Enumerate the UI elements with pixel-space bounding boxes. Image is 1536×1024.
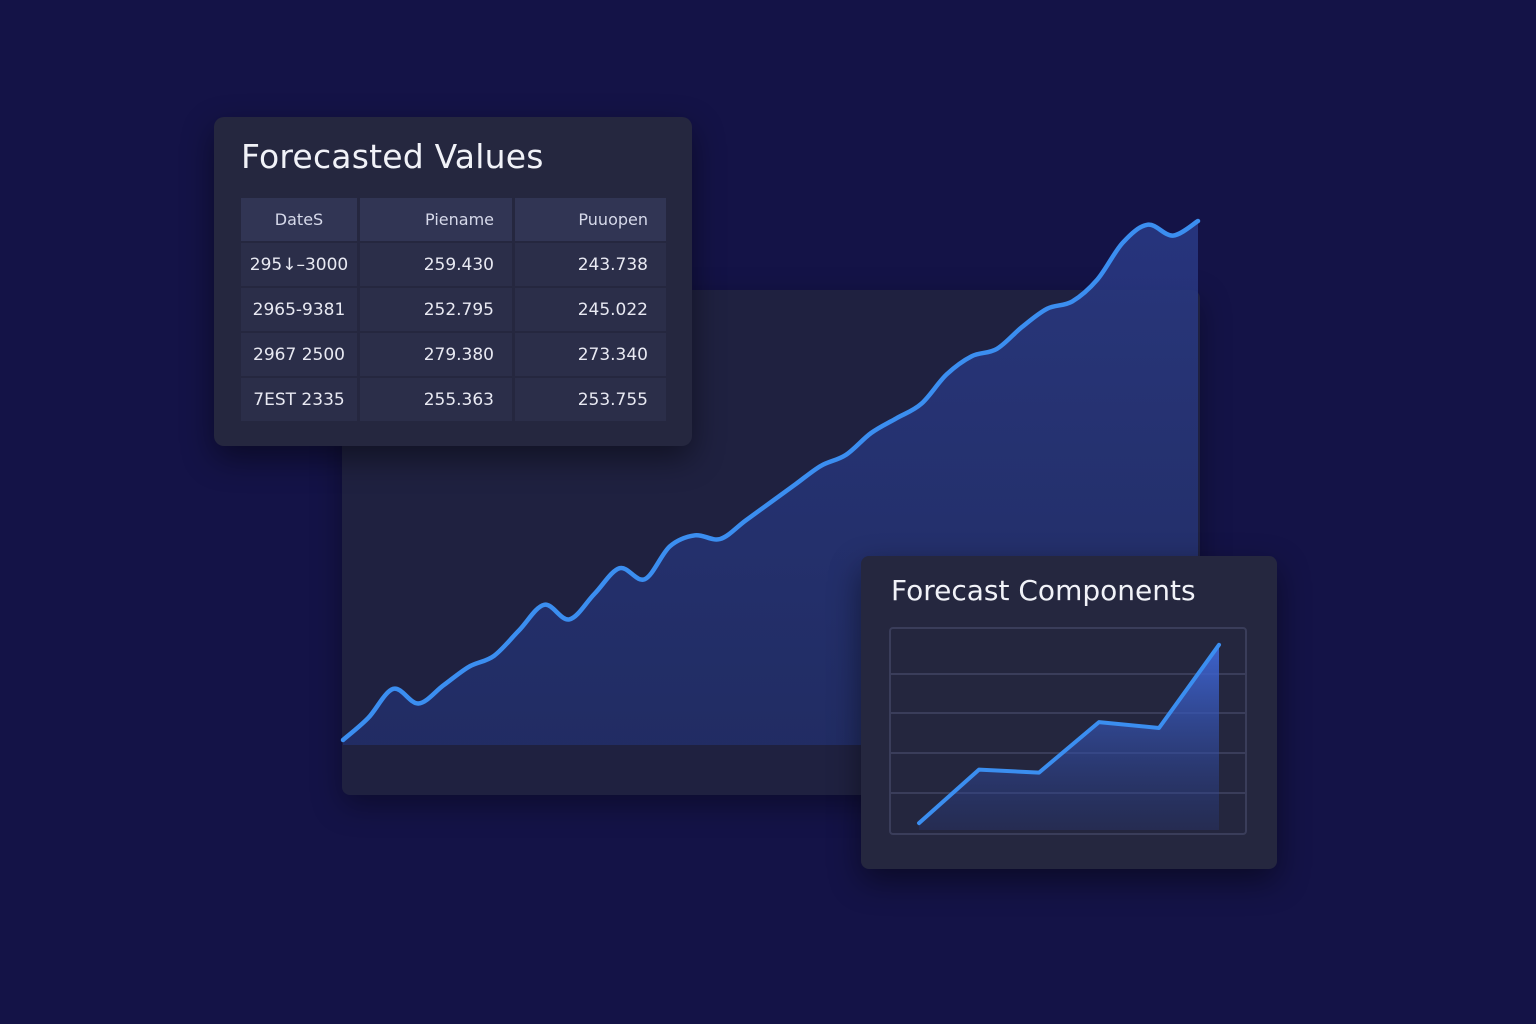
column-header-piename: Piename xyxy=(360,198,512,241)
table-cell-row2-piename: 252.795 xyxy=(360,288,512,331)
main-chart-series-line xyxy=(340,218,1201,743)
forecast-components-chart xyxy=(889,627,1247,835)
table-cell-row4-puuopen: 253.755 xyxy=(515,378,666,421)
table-cell-row4-piename: 255.363 xyxy=(360,378,512,421)
table-cell-row1-puuopen: 243.738 xyxy=(515,243,666,286)
table-cell-row4-date: 7EST 2335 xyxy=(241,378,357,421)
table-cell-row2-puuopen: 245.022 xyxy=(515,288,666,331)
table-cell-row2-date: 2965-9381 xyxy=(241,288,357,331)
column-header-dates: DateS xyxy=(241,198,357,241)
column-header-puuopen: Puuopen xyxy=(515,198,666,241)
table-cell-row3-puuopen: 273.340 xyxy=(515,333,666,376)
forecast-components-card: Forecast Components xyxy=(861,556,1277,869)
table-cell-row1-date: 295↓–3000 xyxy=(241,243,357,286)
forecast-table: DateS Piename Puuopen 295↓–3000 259.430 … xyxy=(241,198,666,421)
table-cell-row3-piename: 279.380 xyxy=(360,333,512,376)
table-cell-row1-piename: 259.430 xyxy=(360,243,512,286)
forecasted-values-title: Forecasted Values xyxy=(241,137,544,176)
table-cell-row3-date: 2967 2500 xyxy=(241,333,357,376)
forecasted-values-card: Forecasted Values DateS Piename Puuopen … xyxy=(214,117,692,446)
forecast-components-title: Forecast Components xyxy=(891,574,1196,607)
components-area-fill xyxy=(919,644,1219,830)
components-series-line xyxy=(917,642,1221,826)
